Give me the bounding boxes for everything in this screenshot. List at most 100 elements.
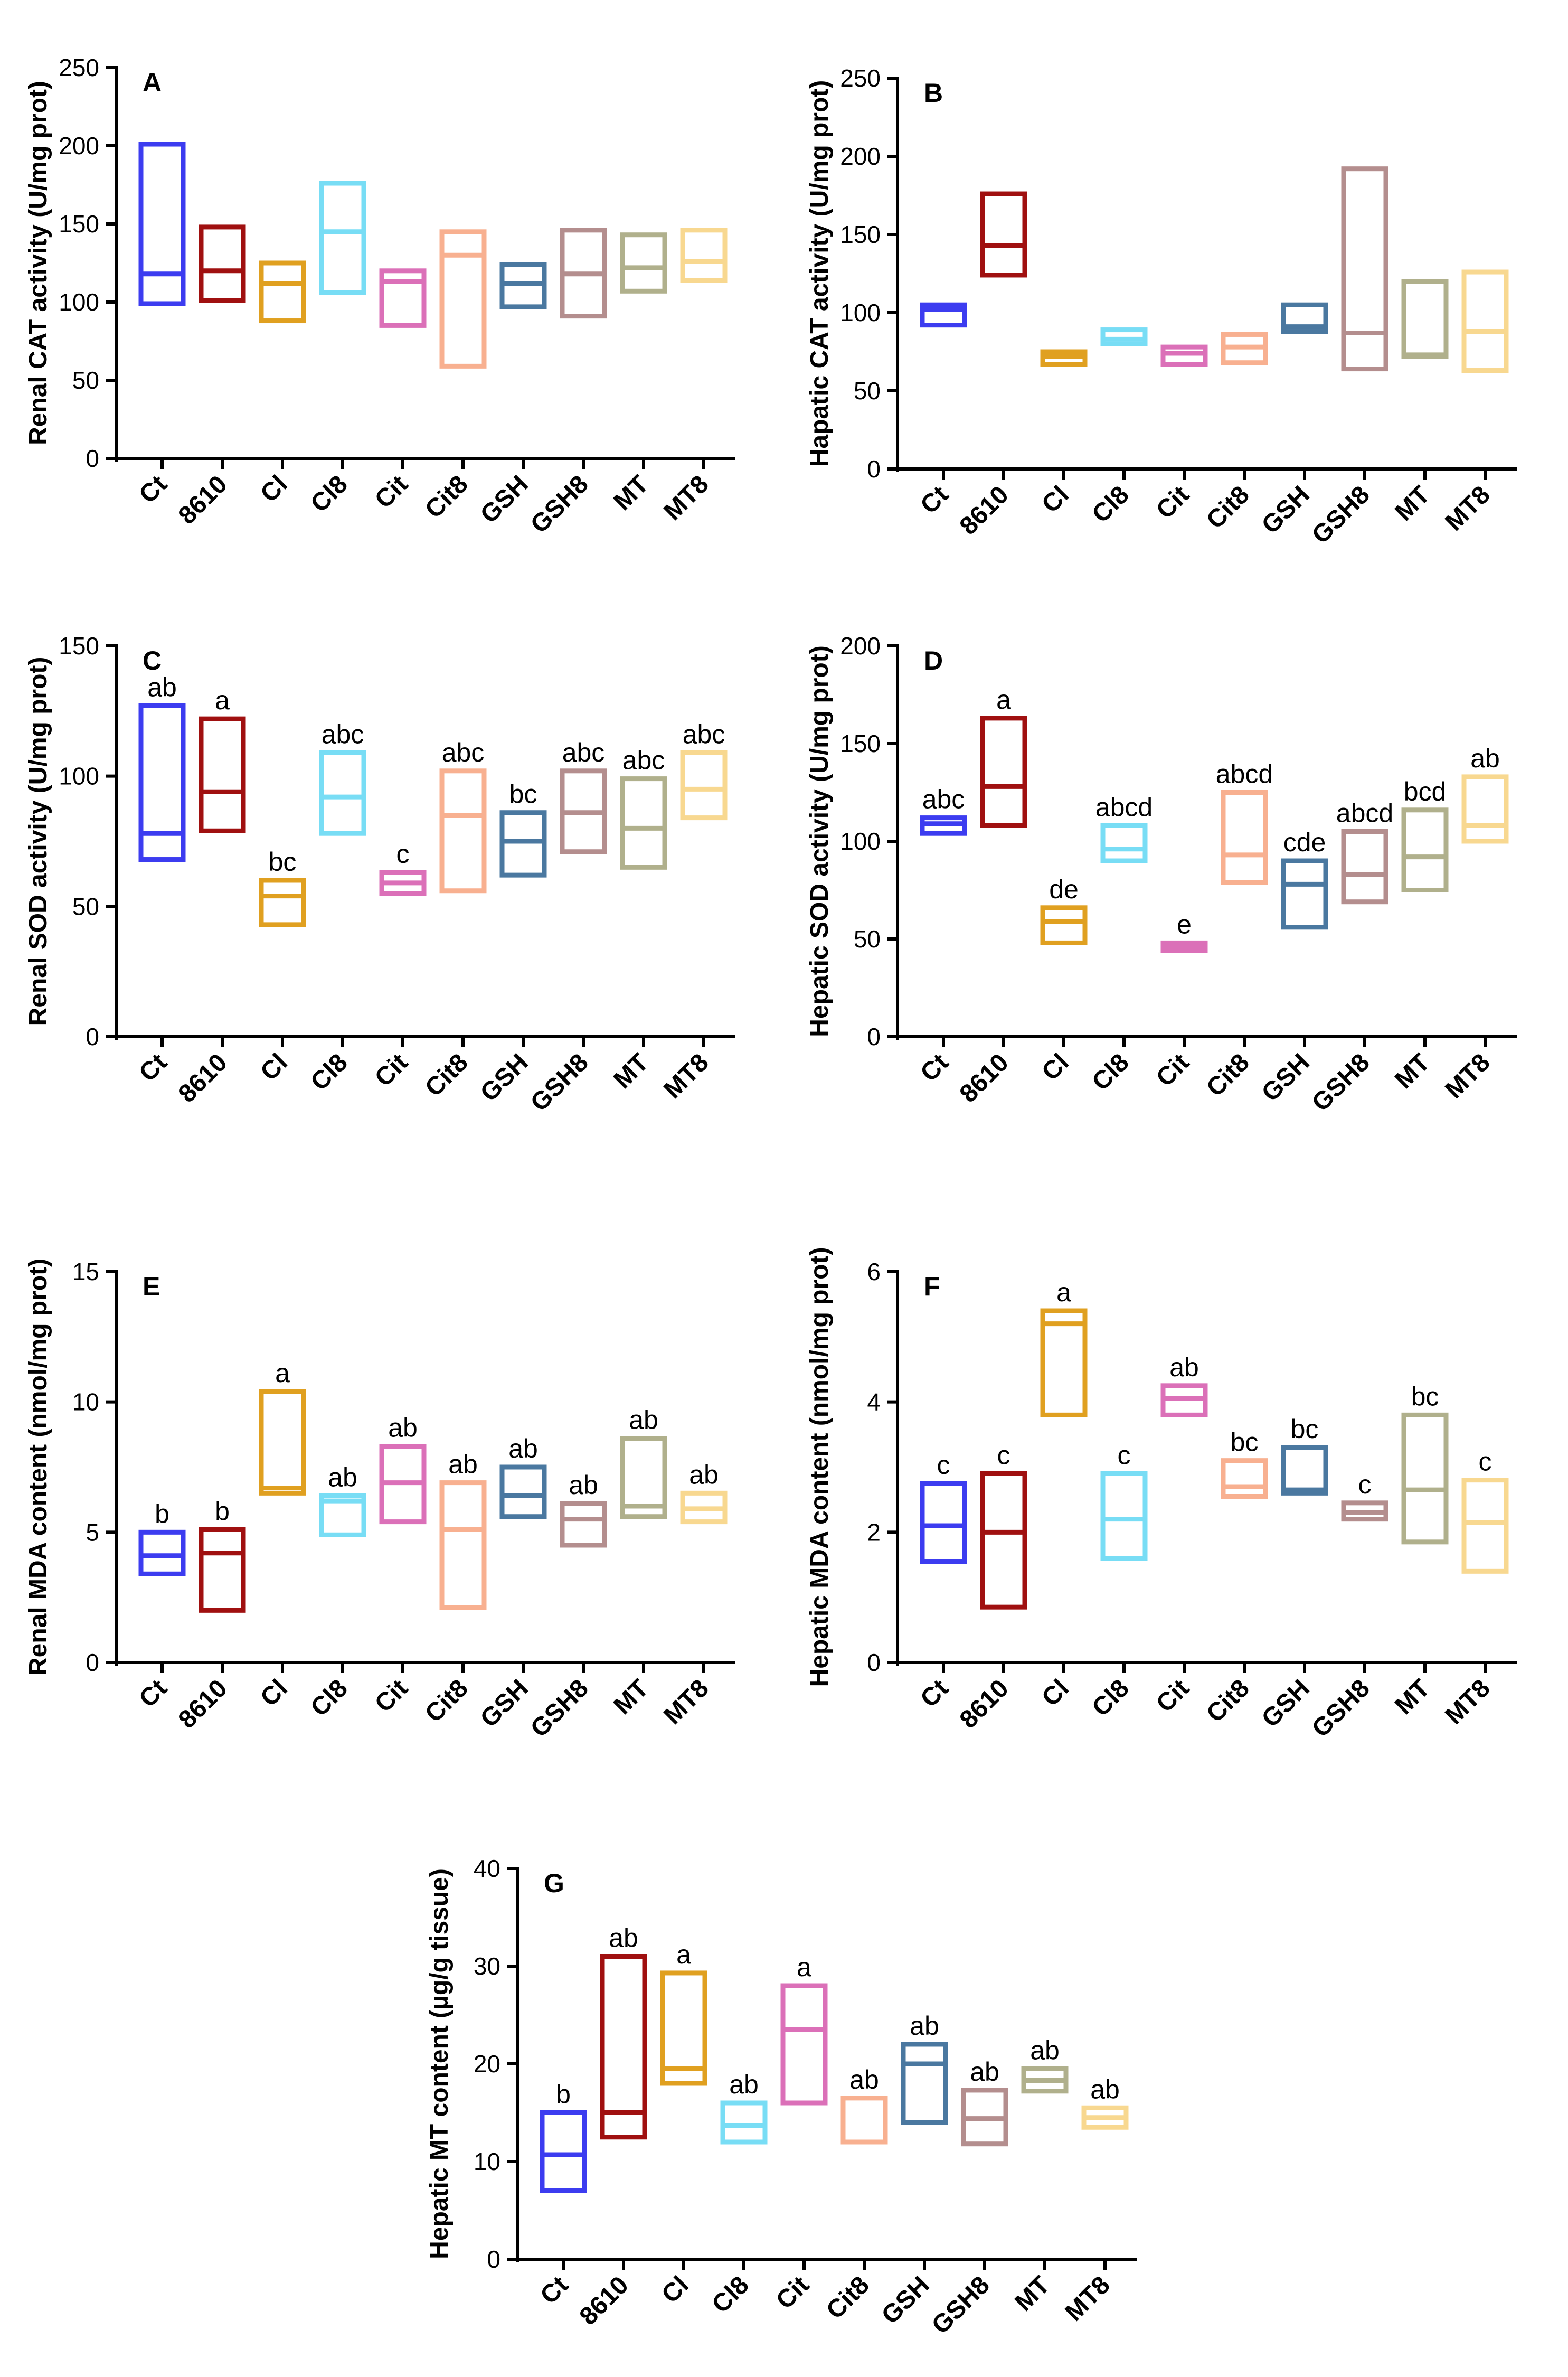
significance-label: abc <box>322 719 364 749</box>
significance-label: a <box>797 1952 811 1982</box>
significance-label: ab <box>729 2070 759 2099</box>
x-tick-label: GSH8 <box>525 1674 594 1743</box>
box-8610 <box>199 716 246 833</box>
significance-label: ab <box>1470 744 1500 773</box>
y-tick-label: 0 <box>867 455 881 483</box>
y-tick-label: 250 <box>59 54 99 81</box>
significance-label: abcd <box>1216 759 1273 789</box>
y-axis-title: Renal SOD activity (U/mg prot) <box>24 657 52 1026</box>
y-tick-label: 50 <box>854 925 881 953</box>
x-tick-label: MT8 <box>658 470 714 525</box>
x-tick-label: Cl8 <box>1087 1048 1134 1096</box>
y-tick-label: 200 <box>840 143 881 170</box>
x-tick-label: Cl <box>255 470 292 508</box>
box-MT8 <box>1461 1478 1509 1574</box>
significance-label: bc <box>1411 1382 1439 1411</box>
box-Ct <box>138 703 186 862</box>
x-tick-label: Cl <box>656 2271 694 2308</box>
x-tick-label: GSH <box>1257 1674 1315 1733</box>
box-Cit8 <box>1221 790 1268 885</box>
y-tick-label: 20 <box>474 2050 500 2078</box>
panel-B: 0 50 100 150 200 250 Hapatic CAT activity (U/m… <box>802 58 1552 586</box>
x-tick-label: GSH <box>1257 1048 1315 1107</box>
x-tick-label: 8610 <box>955 1674 1014 1734</box>
box-Cl <box>259 260 306 324</box>
significance-label: abc <box>562 738 605 767</box>
significance-label: ab <box>1030 2035 1060 2065</box>
y-tick-label: 0 <box>86 1649 99 1676</box>
box-Ct <box>138 1529 186 1576</box>
significance-label: abcd <box>1336 798 1393 828</box>
significance-label: abcd <box>1095 792 1153 822</box>
y-tick-label: 0 <box>86 445 99 472</box>
box-Cl <box>259 1389 306 1496</box>
y-axis-title: Hepatic MT content (µg/g tissue) <box>426 1868 454 2259</box>
panel-letter: C <box>143 646 162 675</box>
x-tick-label: Cit8 <box>1201 481 1255 534</box>
x-tick-label: MT8 <box>658 1048 714 1104</box>
significance-label: b <box>155 1499 169 1528</box>
x-tick-label: Cit <box>1151 481 1195 524</box>
box-Ct <box>920 302 967 328</box>
box-8610 <box>199 224 246 303</box>
y-tick-label: 0 <box>867 1023 881 1050</box>
panel-letter: E <box>143 1272 160 1301</box>
box-MT <box>620 776 667 870</box>
box-GSH <box>1281 858 1328 930</box>
x-tick-label: GSH8 <box>1307 1674 1375 1743</box>
x-tick-label: GSH <box>475 1674 534 1733</box>
significance-label: ab <box>147 672 177 702</box>
y-tick-label: 200 <box>59 132 99 159</box>
y-tick-label: 150 <box>59 210 99 238</box>
x-tick-label: GSH8 <box>525 470 594 539</box>
chart-A: 0 50 100 150 200 250 Renal CAT activity (U/mg … <box>24 54 735 539</box>
significance-label: c <box>1118 1440 1131 1470</box>
y-tick-label: 150 <box>59 632 99 660</box>
significance-label: b <box>556 2080 571 2109</box>
x-tick-label: MT8 <box>1440 1674 1495 1730</box>
x-tick-label: Ct <box>915 1048 953 1087</box>
box-Cl <box>1040 1308 1088 1417</box>
box-Cl8 <box>319 750 366 836</box>
y-tick-label: 100 <box>840 828 881 855</box>
y-tick-label: 50 <box>854 377 881 405</box>
box-Cit <box>780 1983 828 2106</box>
y-tick-label: 4 <box>867 1388 881 1416</box>
x-tick-label: Cl8 <box>1087 1674 1134 1722</box>
panel-D: 0 50 100 150 200 Hepatic SOD activity (U/mg p… <box>802 626 1552 1154</box>
significance-label: ab <box>689 1460 719 1489</box>
y-axis-title: Hepatic SOD activity (U/mg prot) <box>806 645 834 1037</box>
chart-F: 0 2 4 6 Hepatic MDA content (nmol/mg prot) Fc… <box>806 1247 1517 1743</box>
box-Cl <box>1040 905 1088 945</box>
significance-label: c <box>1358 1470 1372 1499</box>
x-tick-label: Ct <box>134 1048 172 1087</box>
x-tick-label: 8610 <box>173 1048 233 1108</box>
box-GSH <box>1281 302 1328 334</box>
x-tick-label: GSH <box>876 2271 935 2329</box>
box-GSH8 <box>560 1501 607 1548</box>
x-tick-label: MT <box>608 1674 654 1720</box>
box-GSH <box>901 2042 948 2125</box>
significance-label: ab <box>970 2057 999 2087</box>
panel-letter: F <box>924 1272 940 1301</box>
significance-label: c <box>997 1440 1010 1470</box>
significance-label: c <box>937 1450 950 1480</box>
box-Cit8 <box>1221 1458 1268 1499</box>
x-tick-label: GSH8 <box>927 2271 995 2340</box>
x-tick-label: MT <box>608 470 654 515</box>
significance-label: abc <box>683 719 725 749</box>
significance-label: ab <box>1090 2074 1120 2104</box>
panel-letter: D <box>924 646 943 675</box>
box-Cl8 <box>1100 823 1148 863</box>
box-MT8 <box>1461 774 1509 844</box>
significance-label: bc <box>509 779 537 809</box>
box-Ct <box>540 2110 587 2193</box>
y-tick-label: 0 <box>867 1649 881 1676</box>
box-Cl8 <box>319 1493 366 1537</box>
x-tick-label: 8610 <box>955 481 1014 540</box>
x-tick-label: Cl <box>255 1048 292 1086</box>
x-tick-label: Cl8 <box>1087 481 1134 528</box>
significance-label: a <box>676 1940 691 1969</box>
